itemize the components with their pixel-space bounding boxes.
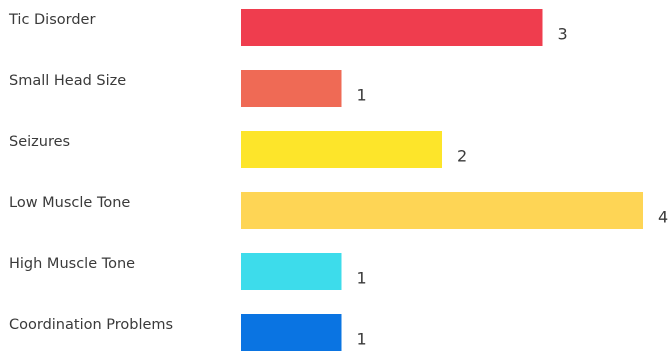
category-label: Coordination Problems [9, 317, 173, 333]
category-label: Small Head Size [9, 73, 126, 89]
bar [241, 314, 342, 351]
value-label: 3 [558, 25, 568, 44]
value-label: 4 [658, 208, 668, 227]
bar [241, 9, 543, 46]
value-label: 1 [357, 269, 367, 288]
category-label: Low Muscle Tone [9, 195, 130, 211]
category-label: Seizures [9, 134, 70, 150]
bar [241, 131, 442, 168]
bar [241, 70, 342, 107]
value-label: 1 [357, 330, 367, 349]
category-label: Tic Disorder [8, 12, 95, 28]
category-label: High Muscle Tone [9, 256, 135, 272]
bar [241, 253, 342, 290]
value-label: 1 [357, 86, 367, 105]
bar [241, 192, 643, 229]
value-label: 2 [457, 147, 467, 166]
